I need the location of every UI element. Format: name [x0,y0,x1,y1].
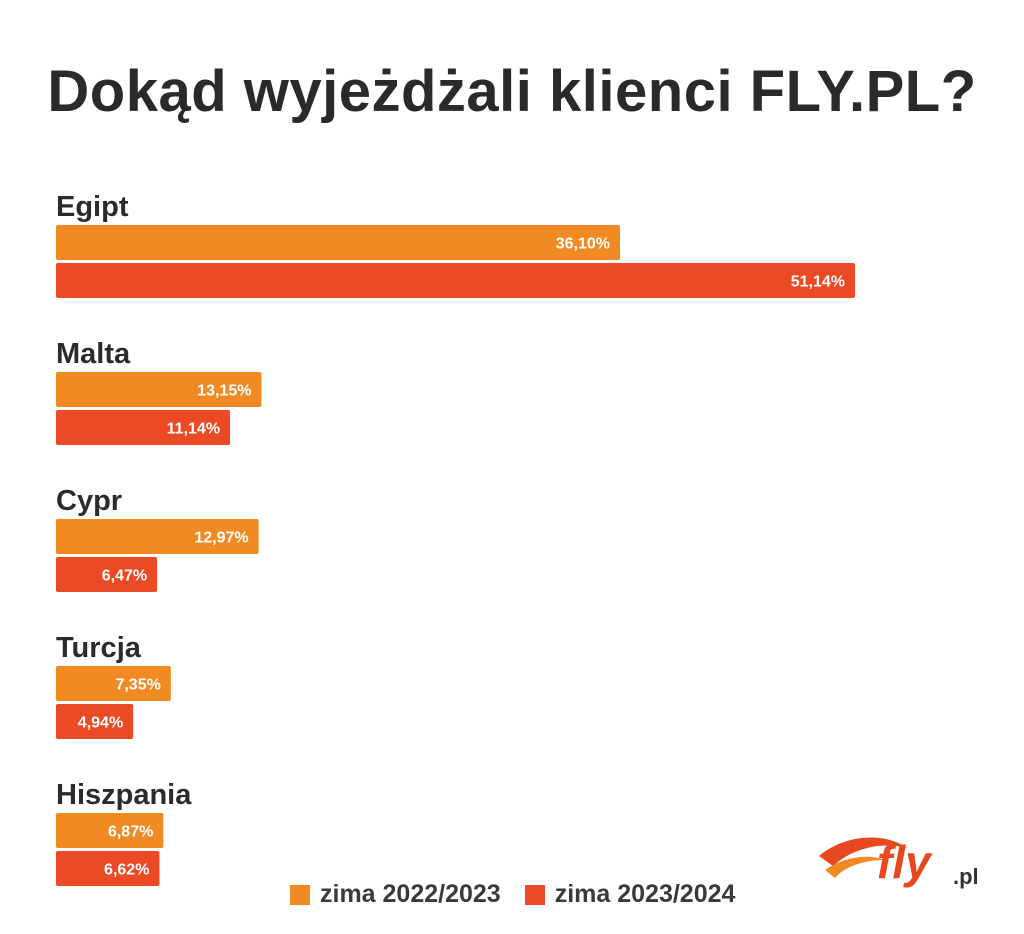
legend-item-2023: zima 2023/2024 [524,880,736,909]
bar [56,372,262,407]
bar-value-label: 12,97% [194,530,248,547]
bar [56,263,855,298]
bar-value-label: 13,15% [197,383,251,400]
logo-swoosh [819,837,907,866]
logo-suffix: .pl [953,864,979,889]
bar-value-label: 6,62% [104,862,149,879]
bar-value-label: 6,47% [102,568,147,585]
bar-value-label: 11,14% [167,421,220,438]
category-label: Malta [56,338,131,370]
legend-item-2022: zima 2022/2023 [290,880,501,909]
legend-swatch-2023 [524,884,545,905]
bar [56,225,621,260]
bar [56,519,259,554]
category-label: Turcja [56,632,142,664]
category-label: Hiszpania [56,779,192,811]
legend: zima 2022/2023 zima 2023/2024 [290,880,751,909]
bar [56,851,160,886]
legend-swatch-2022 [290,884,310,905]
bar-value-label: 51,14% [791,274,845,291]
legend-label-2023: zima 2023/2024 [554,880,736,908]
bar [56,557,158,592]
category-label: Cypr [56,485,122,517]
chart-title: Dokąd wyjeżdżali klienci FLY.PL? [47,59,977,124]
logo-text: fly [877,836,933,888]
bar-value-label: 4,94% [78,715,123,732]
bar-value-label: 36,10% [556,236,610,253]
bar [56,704,134,739]
bar [56,666,171,701]
legend-label-2022: zima 2022/2023 [320,880,501,908]
bar [56,813,164,848]
bar-value-label: 7,35% [115,677,160,694]
category-label: Egipt [56,191,129,223]
bar-value-label: 6,87% [108,824,153,841]
bar [56,410,231,445]
fly-pl-logo: fly .pl [819,836,979,889]
logo-swoosh-2 [825,856,885,878]
